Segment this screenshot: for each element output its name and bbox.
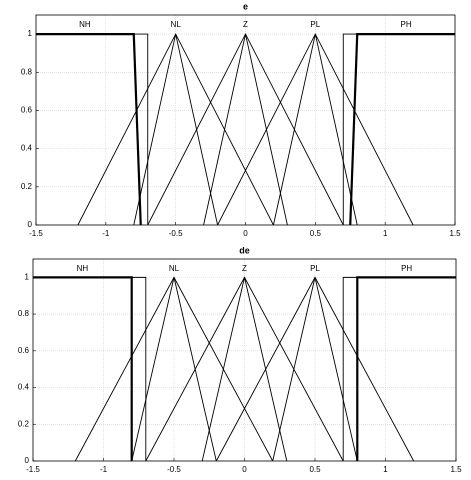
membership-line (131, 277, 217, 462)
y-tick-label: 0.8 (18, 309, 30, 318)
y-tick-label: 0 (28, 220, 33, 229)
series-label: NH (77, 264, 89, 273)
y-tick-label: 0.4 (21, 144, 33, 153)
chart-title: de (239, 245, 250, 255)
membership-line (133, 33, 219, 226)
series-label: PH (401, 264, 412, 273)
y-tick-label: 0 (25, 456, 30, 465)
series-label: PL (310, 264, 320, 273)
y-tick-label: 0.6 (18, 346, 30, 355)
series-label: PL (310, 20, 320, 29)
axes-frame (32, 258, 457, 462)
x-tick-label: -1.5 (26, 465, 40, 474)
membership-line (201, 277, 288, 462)
y-tick-label: 0.2 (21, 182, 33, 191)
series-label: NL (169, 264, 180, 273)
membership-line (342, 33, 455, 225)
x-tick-label: 0 (243, 229, 248, 238)
series-label: NL (171, 20, 182, 29)
x-tick-label: -1 (102, 229, 110, 238)
y-tick-label: 0.4 (18, 383, 30, 392)
x-tick-label: 1.5 (450, 465, 462, 474)
y-tick-label: 0.2 (18, 419, 30, 428)
x-tick-label: -0.5 (169, 229, 183, 238)
x-tick-label: 0.5 (309, 465, 321, 474)
x-tick-label: -1.5 (29, 229, 43, 238)
x-tick-label: 1 (383, 229, 388, 238)
y-tick-label: 0.6 (21, 106, 33, 115)
x-tick-label: 1.5 (449, 229, 461, 238)
x-tick-label: 0.5 (310, 229, 322, 238)
x-tick-label: -0.5 (167, 465, 181, 474)
x-tick-label: -1 (100, 465, 108, 474)
series-label: PH (401, 20, 412, 29)
x-tick-label: 0 (242, 465, 247, 474)
y-tick-label: 1 (28, 29, 33, 38)
membership-line (342, 276, 456, 461)
chart-title: e (243, 1, 248, 11)
series-label: Z (242, 264, 247, 273)
y-tick-label: 0.8 (21, 67, 33, 76)
y-tick-label: 1 (25, 272, 30, 281)
axes-frame (35, 14, 456, 226)
x-tick-label: 1 (383, 465, 388, 474)
membership-line (203, 33, 288, 226)
series-label: Z (243, 20, 248, 29)
series-label: NH (79, 20, 91, 29)
